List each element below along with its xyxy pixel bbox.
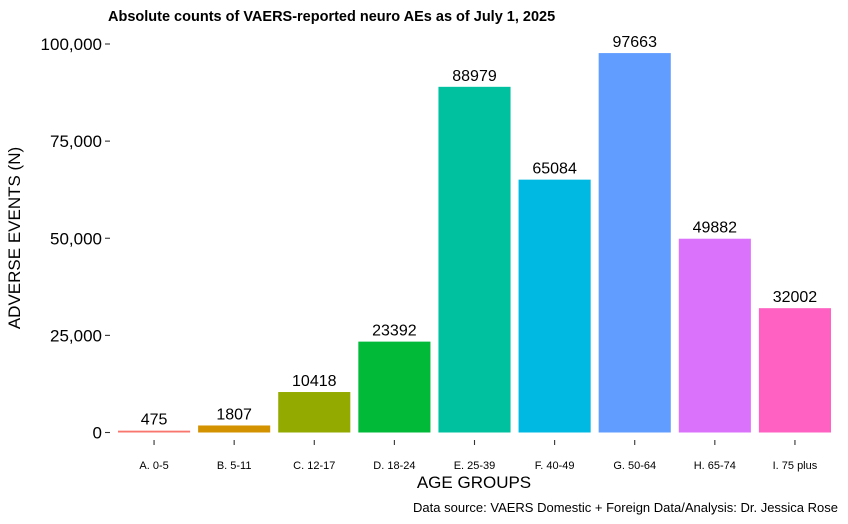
y-tick-label: 50,000 <box>50 229 102 248</box>
bar <box>278 392 351 433</box>
bar <box>758 308 831 433</box>
y-tick-label: 100,000 <box>41 35 102 54</box>
data-label: 97663 <box>612 34 657 51</box>
y-tick-label: 0 <box>93 424 102 443</box>
x-tick-label: F. 40-49 <box>535 460 575 472</box>
data-label: 49882 <box>693 220 738 237</box>
y-axis: 0 25,000 50,000 75,000 100,000 <box>41 35 110 443</box>
x-tick-label: B. 5-11 <box>217 460 252 472</box>
x-axis-label: AGE GROUPS <box>417 473 531 492</box>
x-tick-label: G. 50-64 <box>613 460 656 472</box>
bar <box>358 341 431 433</box>
x-tick-label: A. 0-5 <box>139 460 168 472</box>
data-label: 65084 <box>532 161 577 178</box>
y-tick-label: 75,000 <box>50 132 102 151</box>
data-label: 23392 <box>372 323 417 340</box>
x-axis: A. 0-5 B. 5-11 C. 12-17 D. 18-24 E. 25-39 F. … <box>139 440 818 472</box>
x-tick-label: C. 12-17 <box>293 460 335 472</box>
y-axis-label: ADVERSE EVENTS (N) <box>5 147 24 329</box>
data-label: 10418 <box>292 373 337 390</box>
bar <box>678 238 751 433</box>
chart-title: Absolute counts of VAERS-reported neuro … <box>108 9 555 25</box>
x-tick-label: I. 75 plus <box>773 460 818 472</box>
y-tick-label: 25,000 <box>50 326 102 345</box>
data-source-caption: Data source: VAERS Domestic + Foreign Da… <box>413 500 838 515</box>
x-tick-label: D. 18-24 <box>373 460 415 472</box>
bar <box>598 53 671 433</box>
data-label: 1807 <box>216 406 252 423</box>
x-tick-label: E. 25-39 <box>454 460 496 472</box>
data-label: 32002 <box>773 289 818 306</box>
x-tick-label: H. 65-74 <box>694 460 736 472</box>
bar <box>518 179 591 433</box>
bars: 475 1807 10418 23392 88979 65084 97663 49882 320… <box>118 34 831 433</box>
data-label: 88979 <box>452 68 497 85</box>
bar <box>118 430 191 433</box>
data-label: 475 <box>141 412 168 429</box>
bar <box>198 425 271 433</box>
bar <box>438 86 511 433</box>
